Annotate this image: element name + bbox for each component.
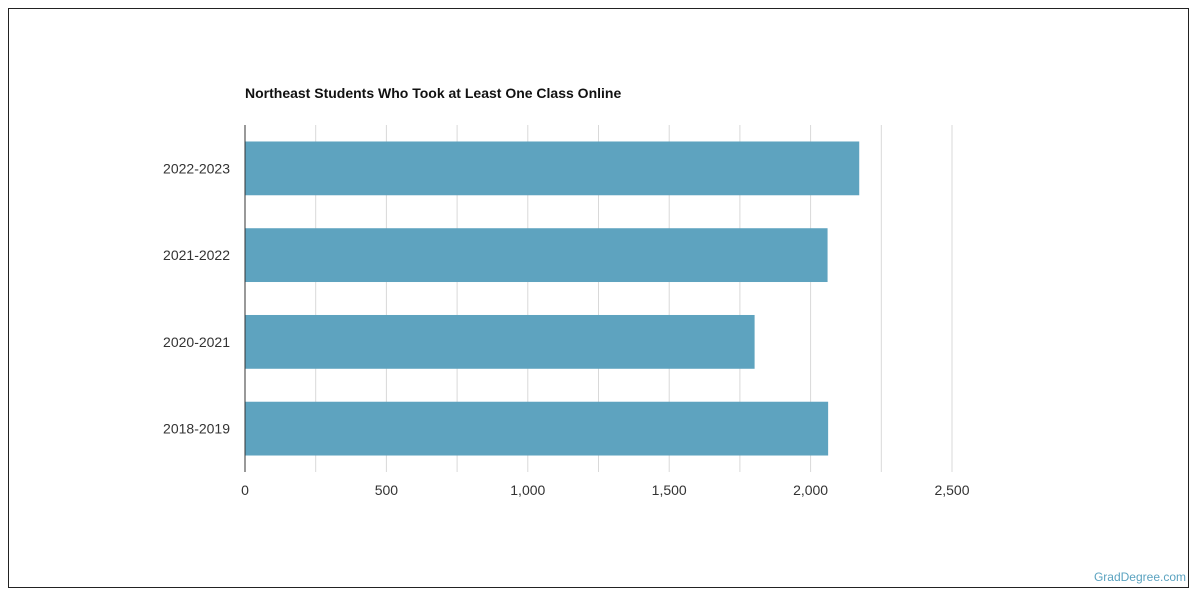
x-tick-label: 2,000 — [793, 482, 828, 498]
x-tick-label: 500 — [375, 482, 399, 498]
watermark-link[interactable]: GradDegree.com — [1093, 570, 1186, 584]
bar-2021-2022 — [245, 228, 828, 283]
category-label: 2021-2022 — [163, 247, 230, 263]
category-label: 2018-2019 — [163, 421, 230, 437]
x-tick-label: 1,000 — [510, 482, 545, 498]
bar-2018-2019 — [245, 401, 829, 456]
chart-title: Northeast Students Who Took at Least One… — [245, 85, 622, 101]
x-tick-label: 0 — [241, 482, 249, 498]
x-tick-label: 1,500 — [652, 482, 687, 498]
bar-2020-2021 — [245, 314, 755, 369]
category-label: 2020-2021 — [163, 334, 230, 350]
x-tick-label: 2,500 — [934, 482, 969, 498]
bar-2022-2023 — [245, 141, 860, 196]
category-label: 2022-2023 — [163, 160, 230, 176]
